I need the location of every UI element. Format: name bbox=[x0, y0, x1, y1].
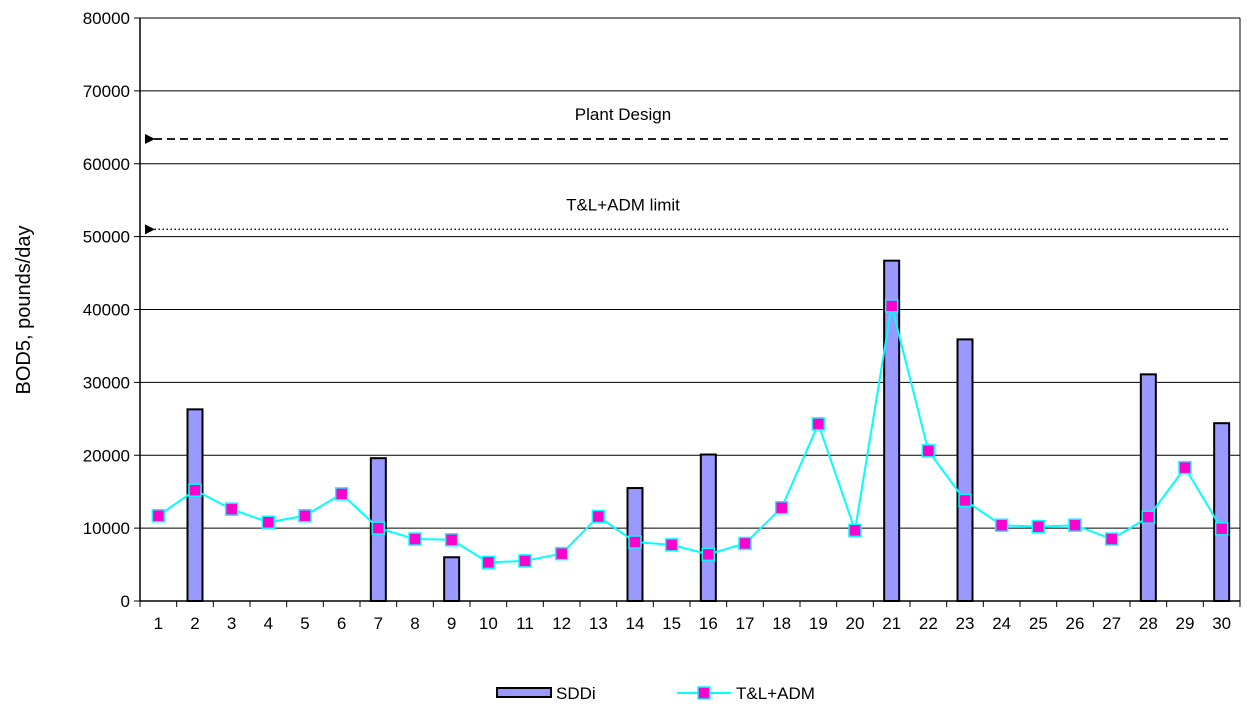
point-tl-adm bbox=[994, 518, 1009, 532]
point-tl-adm bbox=[188, 483, 202, 497]
legend-label-sddi: SDDi bbox=[556, 684, 596, 703]
bar-sddi bbox=[1213, 422, 1231, 602]
point-tl-adm bbox=[334, 487, 349, 501]
x-tick-label: 27 bbox=[1102, 614, 1121, 633]
x-tick-label: 21 bbox=[882, 614, 901, 633]
bar-sddi bbox=[186, 408, 204, 602]
x-tick-label: 7 bbox=[374, 614, 383, 633]
point-tl-adm bbox=[1141, 510, 1156, 524]
point-tl-adm bbox=[958, 493, 972, 508]
legend-item-tl-adm: T&L+ADM bbox=[677, 684, 815, 703]
axis-layer: 0 10000 20000 30000 40000 50000 60000 70000 8000… bbox=[83, 9, 1241, 633]
legend: SDDi T&L+ADM bbox=[496, 684, 815, 703]
point-tl-adm bbox=[1178, 460, 1192, 475]
point-tl-adm bbox=[701, 547, 716, 562]
x-tick-label: 8 bbox=[410, 614, 419, 633]
x-tick-label: 6 bbox=[337, 614, 346, 633]
x-tick-label: 19 bbox=[809, 614, 828, 633]
x-tick-label: 16 bbox=[699, 614, 718, 633]
point-tl-adm bbox=[664, 538, 679, 552]
x-tick-label: 1 bbox=[154, 614, 163, 633]
x-tick-label: 3 bbox=[227, 614, 236, 633]
y-tick-label: 60000 bbox=[83, 155, 130, 174]
x-tick-label: 12 bbox=[552, 614, 571, 633]
bar-sddi bbox=[1139, 373, 1157, 603]
point-tl-adm bbox=[591, 509, 606, 524]
y-axis-title: BOD5, pounds/day bbox=[13, 226, 35, 395]
point-tl-adm bbox=[554, 546, 569, 561]
point-tl-adm bbox=[1068, 518, 1082, 532]
y-tick-label: 30000 bbox=[83, 373, 130, 392]
x-tick-label: 10 bbox=[479, 614, 498, 633]
grid-layer bbox=[140, 17, 1241, 601]
bar-sddi bbox=[956, 338, 974, 602]
x-tick-label: 4 bbox=[264, 614, 273, 633]
point-tl-adm bbox=[1104, 532, 1119, 546]
x-tick-label: 13 bbox=[589, 614, 608, 633]
bar-sddi bbox=[699, 453, 717, 602]
y-tick-label: 50000 bbox=[83, 228, 130, 247]
x-tick-label: 15 bbox=[662, 614, 681, 633]
y-tick-label: 80000 bbox=[83, 9, 130, 28]
point-tl-adm bbox=[261, 515, 276, 530]
x-tick-label: 2 bbox=[190, 614, 199, 633]
x-tick-label: 23 bbox=[956, 614, 975, 633]
x-tick-label: 11 bbox=[516, 614, 534, 633]
y-tick-label: 10000 bbox=[83, 519, 130, 538]
x-tick-label: 14 bbox=[626, 614, 645, 633]
x-tick-label: 9 bbox=[447, 614, 456, 633]
x-tick-label: 24 bbox=[992, 614, 1011, 633]
bar-sddi bbox=[443, 556, 461, 603]
x-tick-label: 28 bbox=[1139, 614, 1158, 633]
x-tick-label: 26 bbox=[1066, 614, 1085, 633]
x-tick-label: 17 bbox=[736, 614, 755, 633]
point-tl-adm bbox=[444, 533, 459, 547]
x-tick-label: 18 bbox=[772, 614, 791, 633]
x-tick-label: 30 bbox=[1212, 614, 1231, 633]
x-tick-label: 20 bbox=[846, 614, 865, 633]
legend-swatch-sddi bbox=[496, 687, 552, 698]
point-tl-adm bbox=[298, 508, 312, 523]
y-tick-label: 0 bbox=[121, 592, 130, 611]
y-tick-label: 40000 bbox=[83, 301, 130, 320]
legend-marker-tl-adm bbox=[697, 686, 711, 700]
x-tick-label: 22 bbox=[919, 614, 938, 633]
point-tl-adm bbox=[1031, 519, 1046, 534]
annotation-layer: Plant Design T&L+ADM limit bbox=[145, 105, 1228, 235]
point-tl-adm bbox=[481, 555, 496, 570]
line-layer bbox=[151, 299, 1229, 570]
point-tl-adm bbox=[774, 500, 789, 515]
tl-adm-limit-label: T&L+ADM limit bbox=[566, 195, 680, 214]
series-line-tl-adm bbox=[157, 305, 1223, 564]
x-tick-label: 29 bbox=[1176, 614, 1195, 633]
point-tl-adm bbox=[371, 521, 386, 535]
point-tl-adm bbox=[224, 502, 239, 516]
legend-label-tl-adm: T&L+ADM bbox=[736, 684, 815, 703]
y-tick-label: 20000 bbox=[83, 446, 130, 465]
point-tl-adm bbox=[628, 535, 642, 549]
legend-item-sddi: SDDi bbox=[496, 684, 596, 703]
point-tl-adm bbox=[921, 444, 936, 458]
point-tl-adm bbox=[151, 508, 166, 523]
point-tl-adm bbox=[1214, 522, 1229, 536]
y-tick-label: 70000 bbox=[83, 82, 130, 101]
point-tl-adm bbox=[518, 554, 532, 568]
point-tl-adm bbox=[884, 299, 899, 313]
point-tl-adm bbox=[848, 523, 862, 538]
plant-design-label: Plant Design bbox=[575, 105, 671, 124]
bar-layer bbox=[186, 259, 1231, 603]
x-tick-label: 25 bbox=[1029, 614, 1048, 633]
point-tl-adm bbox=[811, 417, 826, 431]
point-tl-adm bbox=[738, 536, 752, 551]
x-tick-label: 5 bbox=[300, 614, 309, 633]
point-tl-adm bbox=[408, 532, 422, 546]
